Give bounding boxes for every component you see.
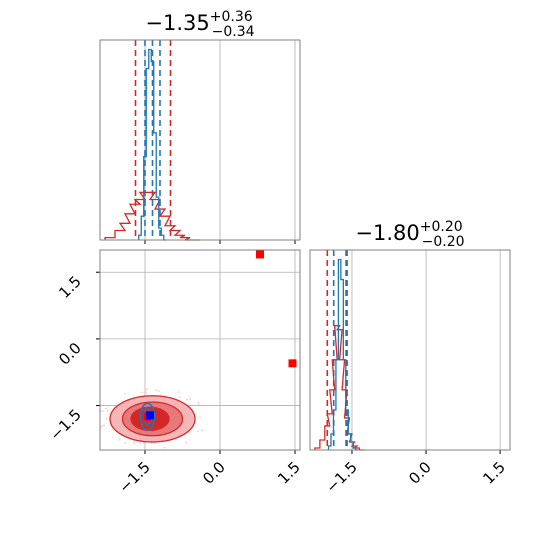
hist-param1-grid xyxy=(144,40,296,244)
sample-point xyxy=(177,391,180,394)
sample-point xyxy=(185,441,188,444)
hist-param1-title: −1.35+0.36 −0.34 xyxy=(145,9,254,40)
hist-param1-title-sup: +0.36 xyxy=(210,9,253,25)
hist-param2-title-sup: +0.20 xyxy=(420,219,463,235)
sample-point xyxy=(163,446,166,449)
sample-point xyxy=(124,442,127,444)
sample-point xyxy=(145,388,148,390)
hist-param2-panel: −1.80+0.20 −0.20 xyxy=(309,219,511,454)
sample-point xyxy=(133,442,136,445)
red-marker-1 xyxy=(288,359,297,368)
hist-param2-grid xyxy=(351,250,501,454)
joint-y-tick-label-1: 0.0 xyxy=(55,339,85,369)
sample-point xyxy=(142,441,145,444)
joint-y-tick-label-0: −1.5 xyxy=(46,406,84,444)
hist-param2-vlines xyxy=(326,250,348,450)
hist-param1-title-main: −1.35 xyxy=(145,11,209,35)
sample-point xyxy=(141,391,144,394)
hist-param2-frame xyxy=(309,249,511,451)
tick-labels: −1.5 0.0 1.5 −1.5 0.0 1.5 −1.5 0.0 1.5 xyxy=(46,272,509,496)
sample-point xyxy=(102,410,105,413)
hist-param1-frame xyxy=(99,39,301,241)
hist-param1-title-sub: −0.34 xyxy=(212,24,255,40)
sample-point xyxy=(118,438,121,441)
joint-x-tick-label-1: 0.0 xyxy=(199,458,229,488)
sample-point xyxy=(150,442,153,445)
hist-param1-series xyxy=(104,48,200,241)
hist-param2-title-sub: −0.20 xyxy=(422,234,465,250)
blue-marker-0 xyxy=(146,411,154,420)
joint-panel xyxy=(96,249,301,454)
sample-point xyxy=(178,395,181,398)
hist-param2-title-main: −1.80 xyxy=(355,221,419,245)
sample-point xyxy=(197,401,200,404)
sample-point xyxy=(101,425,104,428)
hist-series-1 xyxy=(327,258,359,451)
joint-x-tick-label-0: −1.5 xyxy=(115,458,153,496)
sample-point xyxy=(197,430,199,433)
sample-point xyxy=(155,389,158,392)
joint-markers xyxy=(143,250,297,421)
hist-series-0 xyxy=(314,325,365,451)
sample-point xyxy=(145,391,148,394)
sample-point xyxy=(103,424,105,427)
sample-point xyxy=(189,431,191,434)
sample-point xyxy=(189,398,192,400)
sample-point xyxy=(106,410,109,412)
sample-point xyxy=(201,429,204,432)
hist-param2-x-tick-label-2: 1.5 xyxy=(479,458,509,488)
sample-point xyxy=(157,390,160,393)
joint-y-tick-label-2: 1.5 xyxy=(55,272,85,302)
hist-param2-series xyxy=(314,258,365,451)
sample-point xyxy=(139,442,142,445)
hist-param1-vlines xyxy=(134,40,172,240)
blue-contour-0 xyxy=(139,402,156,431)
sample-point xyxy=(105,407,108,410)
sample-point xyxy=(105,417,108,420)
sample-point xyxy=(123,392,126,395)
hist-series-1 xyxy=(138,48,167,241)
sample-point xyxy=(154,442,156,445)
sample-point xyxy=(133,440,135,443)
hist-param1-panel: −1.35+0.36 −0.34 xyxy=(99,9,301,244)
sample-point xyxy=(199,416,201,419)
sample-point xyxy=(185,398,188,401)
hist-param2-x-tick-label-0: −1.5 xyxy=(322,458,360,496)
joint-x-tick-label-2: 1.5 xyxy=(274,458,304,488)
red-marker-0 xyxy=(256,250,264,259)
hist-series-0 xyxy=(104,191,200,241)
hist-param2-title: −1.80+0.20 −0.20 xyxy=(355,219,464,250)
hist-param2-x-tick-label-1: 0.0 xyxy=(405,458,435,488)
sample-point xyxy=(196,404,199,407)
joint-frame xyxy=(99,249,301,451)
